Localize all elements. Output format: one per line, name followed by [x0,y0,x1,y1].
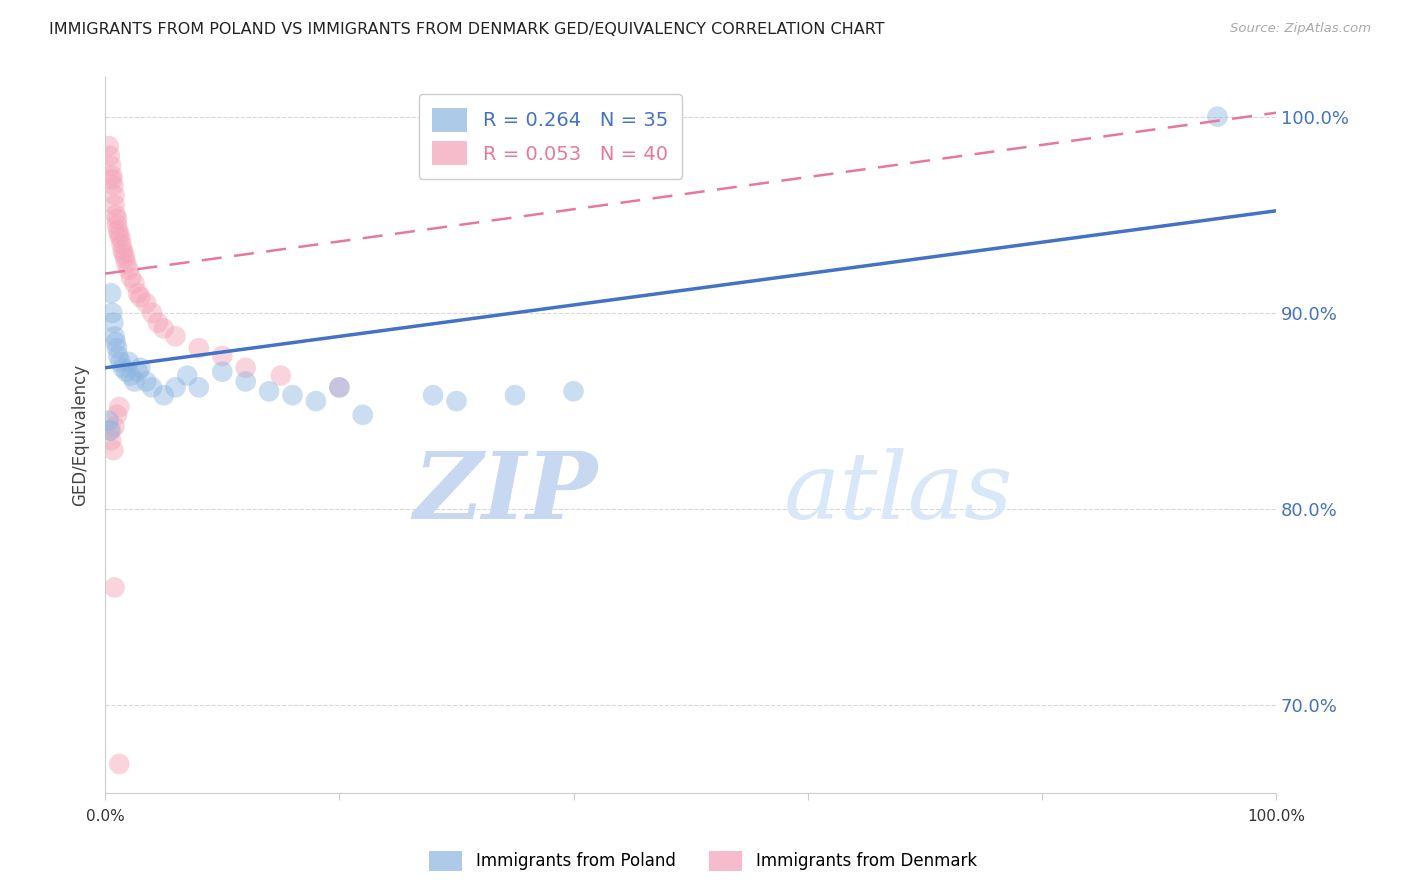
Point [129,290,152,304]
Point [105,341,128,355]
Point [103,188,125,202]
Point [103,178,125,193]
Point [97,414,120,428]
Point [111,243,134,257]
Point [115,365,138,379]
Point [101,306,124,320]
Point [328,380,350,394]
Point [108,757,131,772]
Point [135,296,157,310]
Point [281,388,304,402]
Legend: R = 0.264   N = 35, R = 0.053   N = 40: R = 0.264 N = 35, R = 0.053 N = 40 [419,95,682,178]
Point [257,384,280,399]
Point [120,270,142,285]
Point [135,375,157,389]
Point [235,360,257,375]
Point [235,375,257,389]
Point [129,360,152,375]
Point [211,349,233,363]
Point [141,380,163,394]
Point [103,581,125,595]
Point [103,316,125,330]
Point [100,424,122,438]
Point [152,321,174,335]
Point [110,237,132,252]
Point [114,251,136,265]
Point [108,227,131,242]
Point [176,368,198,383]
Point [446,394,468,409]
Point [422,388,444,402]
Point [328,380,350,394]
Point [108,400,131,414]
Point [103,443,125,458]
Text: 100.0%: 100.0% [1247,809,1305,824]
Point [107,349,129,363]
Point [211,365,233,379]
Point [110,231,132,245]
Point [110,355,132,369]
Point [270,368,292,383]
Point [117,355,139,369]
Point [103,198,125,212]
Text: IMMIGRANTS FROM POLAND VS IMMIGRANTS FROM DENMARK GED/EQUIVALENCY CORRELATION CH: IMMIGRANTS FROM POLAND VS IMMIGRANTS FRO… [49,22,884,37]
Point [117,262,139,277]
Point [105,408,128,422]
Y-axis label: GED/Equivalency: GED/Equivalency [72,364,89,507]
Point [115,257,138,271]
Point [104,208,127,222]
Point [100,434,122,448]
Legend: Immigrants from Poland, Immigrants from Denmark: Immigrants from Poland, Immigrants from … [420,842,986,880]
Point [1206,110,1229,124]
Text: ZIP: ZIP [413,448,598,538]
Point [503,388,526,402]
Point [352,408,374,422]
Point [104,335,127,350]
Point [105,211,128,226]
Text: Source: ZipAtlas.com: Source: ZipAtlas.com [1230,22,1371,36]
Point [112,247,135,261]
Point [98,149,121,163]
Point [124,277,146,291]
Point [141,306,163,320]
Point [127,365,149,379]
Point [103,329,125,343]
Point [105,218,128,232]
Point [187,380,209,394]
Point [107,223,129,237]
Point [187,341,209,355]
Point [111,360,134,375]
Text: atlas: atlas [785,448,1014,538]
Point [562,384,585,399]
Point [98,424,121,438]
Point [101,169,124,183]
Point [120,368,142,383]
Point [165,329,187,343]
Text: 0.0%: 0.0% [86,809,125,824]
Point [100,286,122,301]
Point [103,419,125,434]
Point [146,316,169,330]
Point [101,172,124,186]
Point [127,286,149,301]
Point [305,394,328,409]
Point [152,388,174,402]
Point [165,380,187,394]
Point [100,159,122,173]
Point [124,375,146,389]
Point [97,139,120,153]
